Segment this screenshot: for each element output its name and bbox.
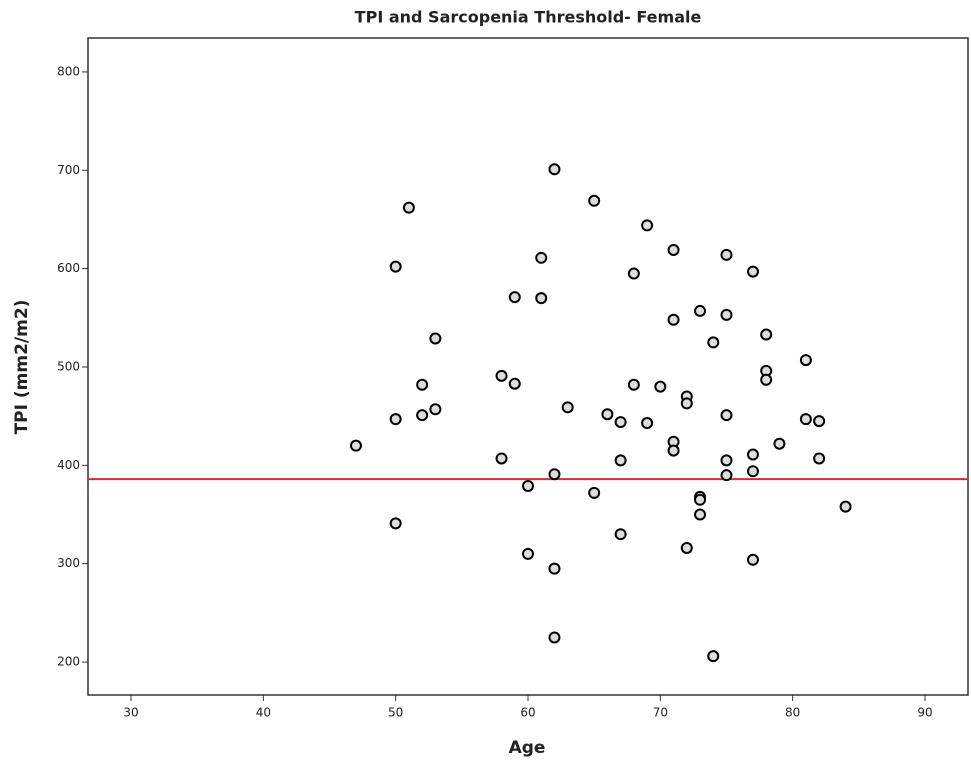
- point: [627, 267, 640, 280]
- point: [535, 292, 548, 305]
- x-tick-label: 80: [785, 706, 800, 720]
- point: [627, 378, 640, 391]
- point: [349, 439, 362, 452]
- y-tick-label: 600: [57, 261, 80, 275]
- point: [416, 378, 429, 391]
- point: [588, 194, 601, 207]
- point: [813, 452, 826, 465]
- point: [614, 454, 627, 467]
- point: [680, 397, 693, 410]
- point: [720, 248, 733, 261]
- point: [746, 553, 759, 566]
- point: [720, 409, 733, 422]
- x-tick-label: 40: [256, 706, 271, 720]
- point: [799, 354, 812, 367]
- point: [548, 562, 561, 575]
- point: [694, 508, 707, 521]
- y-tick-label: 500: [57, 359, 80, 373]
- point: [667, 444, 680, 457]
- point: [667, 313, 680, 326]
- plot-frame: [87, 37, 969, 696]
- x-axis-label: Age: [509, 738, 546, 758]
- point: [402, 201, 415, 214]
- point: [773, 437, 786, 450]
- point: [416, 409, 429, 422]
- chart-title: TPI and Sarcopenia Threshold- Female: [355, 8, 702, 27]
- x-tick-label: 60: [520, 706, 535, 720]
- point: [389, 413, 402, 426]
- point: [667, 243, 680, 256]
- y-tick-label: 200: [57, 655, 80, 669]
- point: [588, 486, 601, 499]
- point: [389, 260, 402, 273]
- point: [614, 416, 627, 429]
- point: [760, 328, 773, 341]
- y-tick-label: 800: [57, 64, 80, 78]
- point: [746, 265, 759, 278]
- point: [720, 454, 733, 467]
- x-tick-label: 70: [653, 706, 668, 720]
- point: [720, 308, 733, 321]
- point: [720, 469, 733, 482]
- y-tick-label: 300: [57, 556, 80, 570]
- point: [508, 291, 521, 304]
- point: [429, 332, 442, 345]
- y-axis-label: TPI (mm2/m2): [12, 300, 32, 435]
- point: [746, 448, 759, 461]
- point: [641, 417, 654, 430]
- x-tick-label: 90: [917, 706, 932, 720]
- point: [522, 547, 534, 560]
- point: [548, 631, 561, 644]
- point: [614, 528, 627, 541]
- point: [707, 336, 720, 349]
- point: [522, 479, 534, 492]
- point: [641, 219, 654, 232]
- point: [694, 304, 707, 317]
- y-tick-label: 400: [57, 458, 80, 472]
- x-tick-label: 30: [123, 706, 138, 720]
- point: [760, 373, 773, 386]
- point: [799, 413, 812, 426]
- point: [508, 377, 521, 390]
- point: [535, 251, 548, 264]
- point: [389, 517, 402, 530]
- point: [746, 465, 759, 478]
- point: [429, 403, 442, 416]
- point: [813, 415, 826, 428]
- point: [548, 468, 561, 481]
- point: [495, 369, 508, 382]
- point: [601, 408, 614, 421]
- point: [495, 452, 508, 465]
- point: [654, 380, 667, 393]
- x-tick-label: 50: [388, 706, 403, 720]
- point: [548, 163, 561, 176]
- point: [561, 401, 574, 414]
- point: [839, 500, 852, 513]
- y-tick-label: 700: [57, 163, 80, 177]
- point: [680, 541, 693, 554]
- point: [707, 650, 720, 663]
- point: [694, 493, 707, 506]
